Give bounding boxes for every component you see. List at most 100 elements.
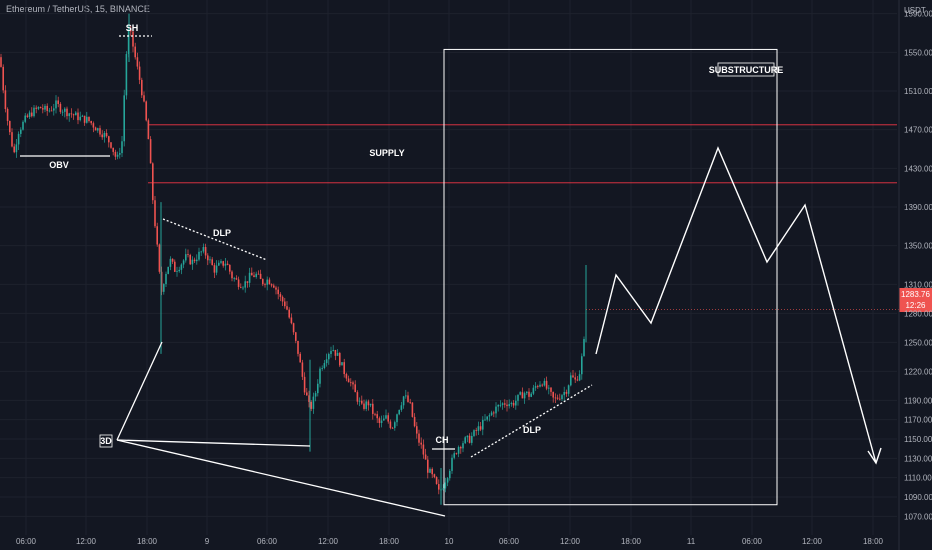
time-tick-label: 18:00 bbox=[379, 537, 400, 546]
candle-body bbox=[86, 116, 88, 123]
candle-body bbox=[178, 269, 180, 272]
candle-body bbox=[473, 430, 475, 436]
price-axis[interactable]: USDT 1070.00 1090.00 1110.00 1130.00 1150.00 1… bbox=[898, 0, 932, 550]
candle-body bbox=[464, 437, 466, 444]
time-tick-label: 18:00 bbox=[621, 537, 642, 546]
candle-body bbox=[484, 419, 486, 421]
candle-body bbox=[449, 470, 451, 479]
candle-body bbox=[48, 110, 51, 112]
candle-body bbox=[103, 132, 106, 138]
time-tick-label: 06:00 bbox=[257, 537, 278, 546]
candle-body bbox=[297, 340, 299, 354]
candle-body bbox=[61, 111, 64, 113]
candle-body bbox=[156, 226, 158, 245]
candle-body bbox=[350, 382, 352, 384]
candle-body bbox=[541, 384, 543, 386]
price-tick-label: 1550.00 bbox=[904, 48, 932, 57]
price-tick-label: 1430.00 bbox=[904, 164, 932, 173]
candle-body bbox=[545, 380, 548, 389]
candle-body bbox=[64, 108, 66, 112]
price-tick-label: 1170.00 bbox=[904, 416, 932, 425]
candle-body bbox=[39, 107, 42, 109]
candle-body bbox=[446, 478, 449, 483]
candle-body bbox=[561, 395, 563, 400]
candle-body bbox=[4, 90, 7, 109]
candle-body bbox=[244, 281, 246, 288]
candle-body bbox=[196, 259, 198, 262]
candle-body bbox=[550, 387, 552, 392]
candle-body bbox=[378, 418, 381, 423]
time-axis[interactable]: 06:00 12:00 18:00 9 06:00 12:00 18:00 10 06:00 12… bbox=[16, 537, 884, 546]
candle-body bbox=[543, 380, 546, 386]
candle-body bbox=[429, 468, 431, 473]
candle-body bbox=[24, 115, 26, 122]
candles-layer bbox=[0, 13, 899, 505]
candle-body bbox=[235, 278, 238, 280]
candle-body bbox=[268, 279, 271, 285]
candle-body bbox=[424, 454, 427, 460]
candle-body bbox=[497, 404, 499, 407]
price-tick-label: 1510.00 bbox=[904, 87, 932, 96]
candle-body bbox=[33, 107, 35, 117]
candle-body bbox=[277, 289, 279, 295]
candle-body bbox=[70, 113, 73, 115]
candle-body bbox=[552, 391, 554, 398]
candle-body bbox=[515, 400, 517, 406]
candle-body bbox=[231, 271, 233, 279]
price-tick-label: 1150.00 bbox=[904, 435, 932, 444]
price-tick-label: 1470.00 bbox=[904, 126, 932, 135]
price-tick-label: 1350.00 bbox=[904, 242, 932, 251]
price-tick-label: 1590.00 bbox=[904, 10, 932, 19]
candle-body bbox=[220, 261, 222, 263]
candle-body bbox=[578, 374, 581, 381]
last-price-countdown: 12:26 bbox=[905, 301, 926, 310]
candle-body bbox=[457, 447, 460, 454]
candle-body bbox=[367, 401, 370, 406]
candle-body bbox=[213, 265, 216, 273]
candle-body bbox=[409, 401, 411, 403]
candle-body bbox=[352, 382, 354, 385]
candle-body bbox=[211, 259, 213, 266]
label-supply: SUPPLY bbox=[369, 148, 404, 158]
dlp-upper-line bbox=[162, 218, 268, 261]
candle-body bbox=[339, 352, 341, 366]
candle-body bbox=[134, 46, 136, 58]
candle-body bbox=[462, 443, 464, 449]
candle-body bbox=[444, 482, 447, 489]
candle-body bbox=[451, 457, 453, 471]
candle-body bbox=[174, 261, 176, 272]
candle-body bbox=[306, 392, 308, 396]
candle-body bbox=[400, 405, 403, 410]
candle-body bbox=[108, 136, 110, 143]
candle-body bbox=[402, 396, 405, 406]
candle-body bbox=[22, 121, 24, 130]
time-tick-label: 10 bbox=[445, 537, 454, 546]
candle-body bbox=[28, 112, 31, 117]
candle-body bbox=[57, 100, 59, 104]
3d-leg-low bbox=[116, 439, 446, 517]
candle-body bbox=[72, 114, 75, 116]
price-tick-label: 1070.00 bbox=[904, 512, 932, 521]
candle-body bbox=[253, 275, 255, 277]
candle-body bbox=[319, 368, 321, 384]
label-substructure-box bbox=[717, 62, 775, 77]
candle-body bbox=[130, 29, 132, 32]
candle-body bbox=[132, 31, 134, 47]
candle-body bbox=[77, 112, 79, 121]
candle-body bbox=[435, 477, 438, 485]
candle-body bbox=[165, 273, 167, 285]
candle-body bbox=[380, 420, 383, 423]
candle-body bbox=[286, 306, 288, 310]
price-tick-label: 1250.00 bbox=[904, 338, 932, 347]
candle-body bbox=[559, 398, 561, 400]
3d-leg-up bbox=[116, 341, 163, 441]
candle-body bbox=[466, 435, 469, 438]
chart-title: Ethereum / TetherUS, 15, BINANCE bbox=[6, 4, 150, 14]
candle-body bbox=[55, 100, 57, 109]
candle-body bbox=[396, 414, 398, 423]
projection-path bbox=[595, 146, 877, 464]
candle-body bbox=[37, 107, 40, 109]
candle-body bbox=[251, 272, 253, 276]
candle-body bbox=[176, 271, 178, 272]
